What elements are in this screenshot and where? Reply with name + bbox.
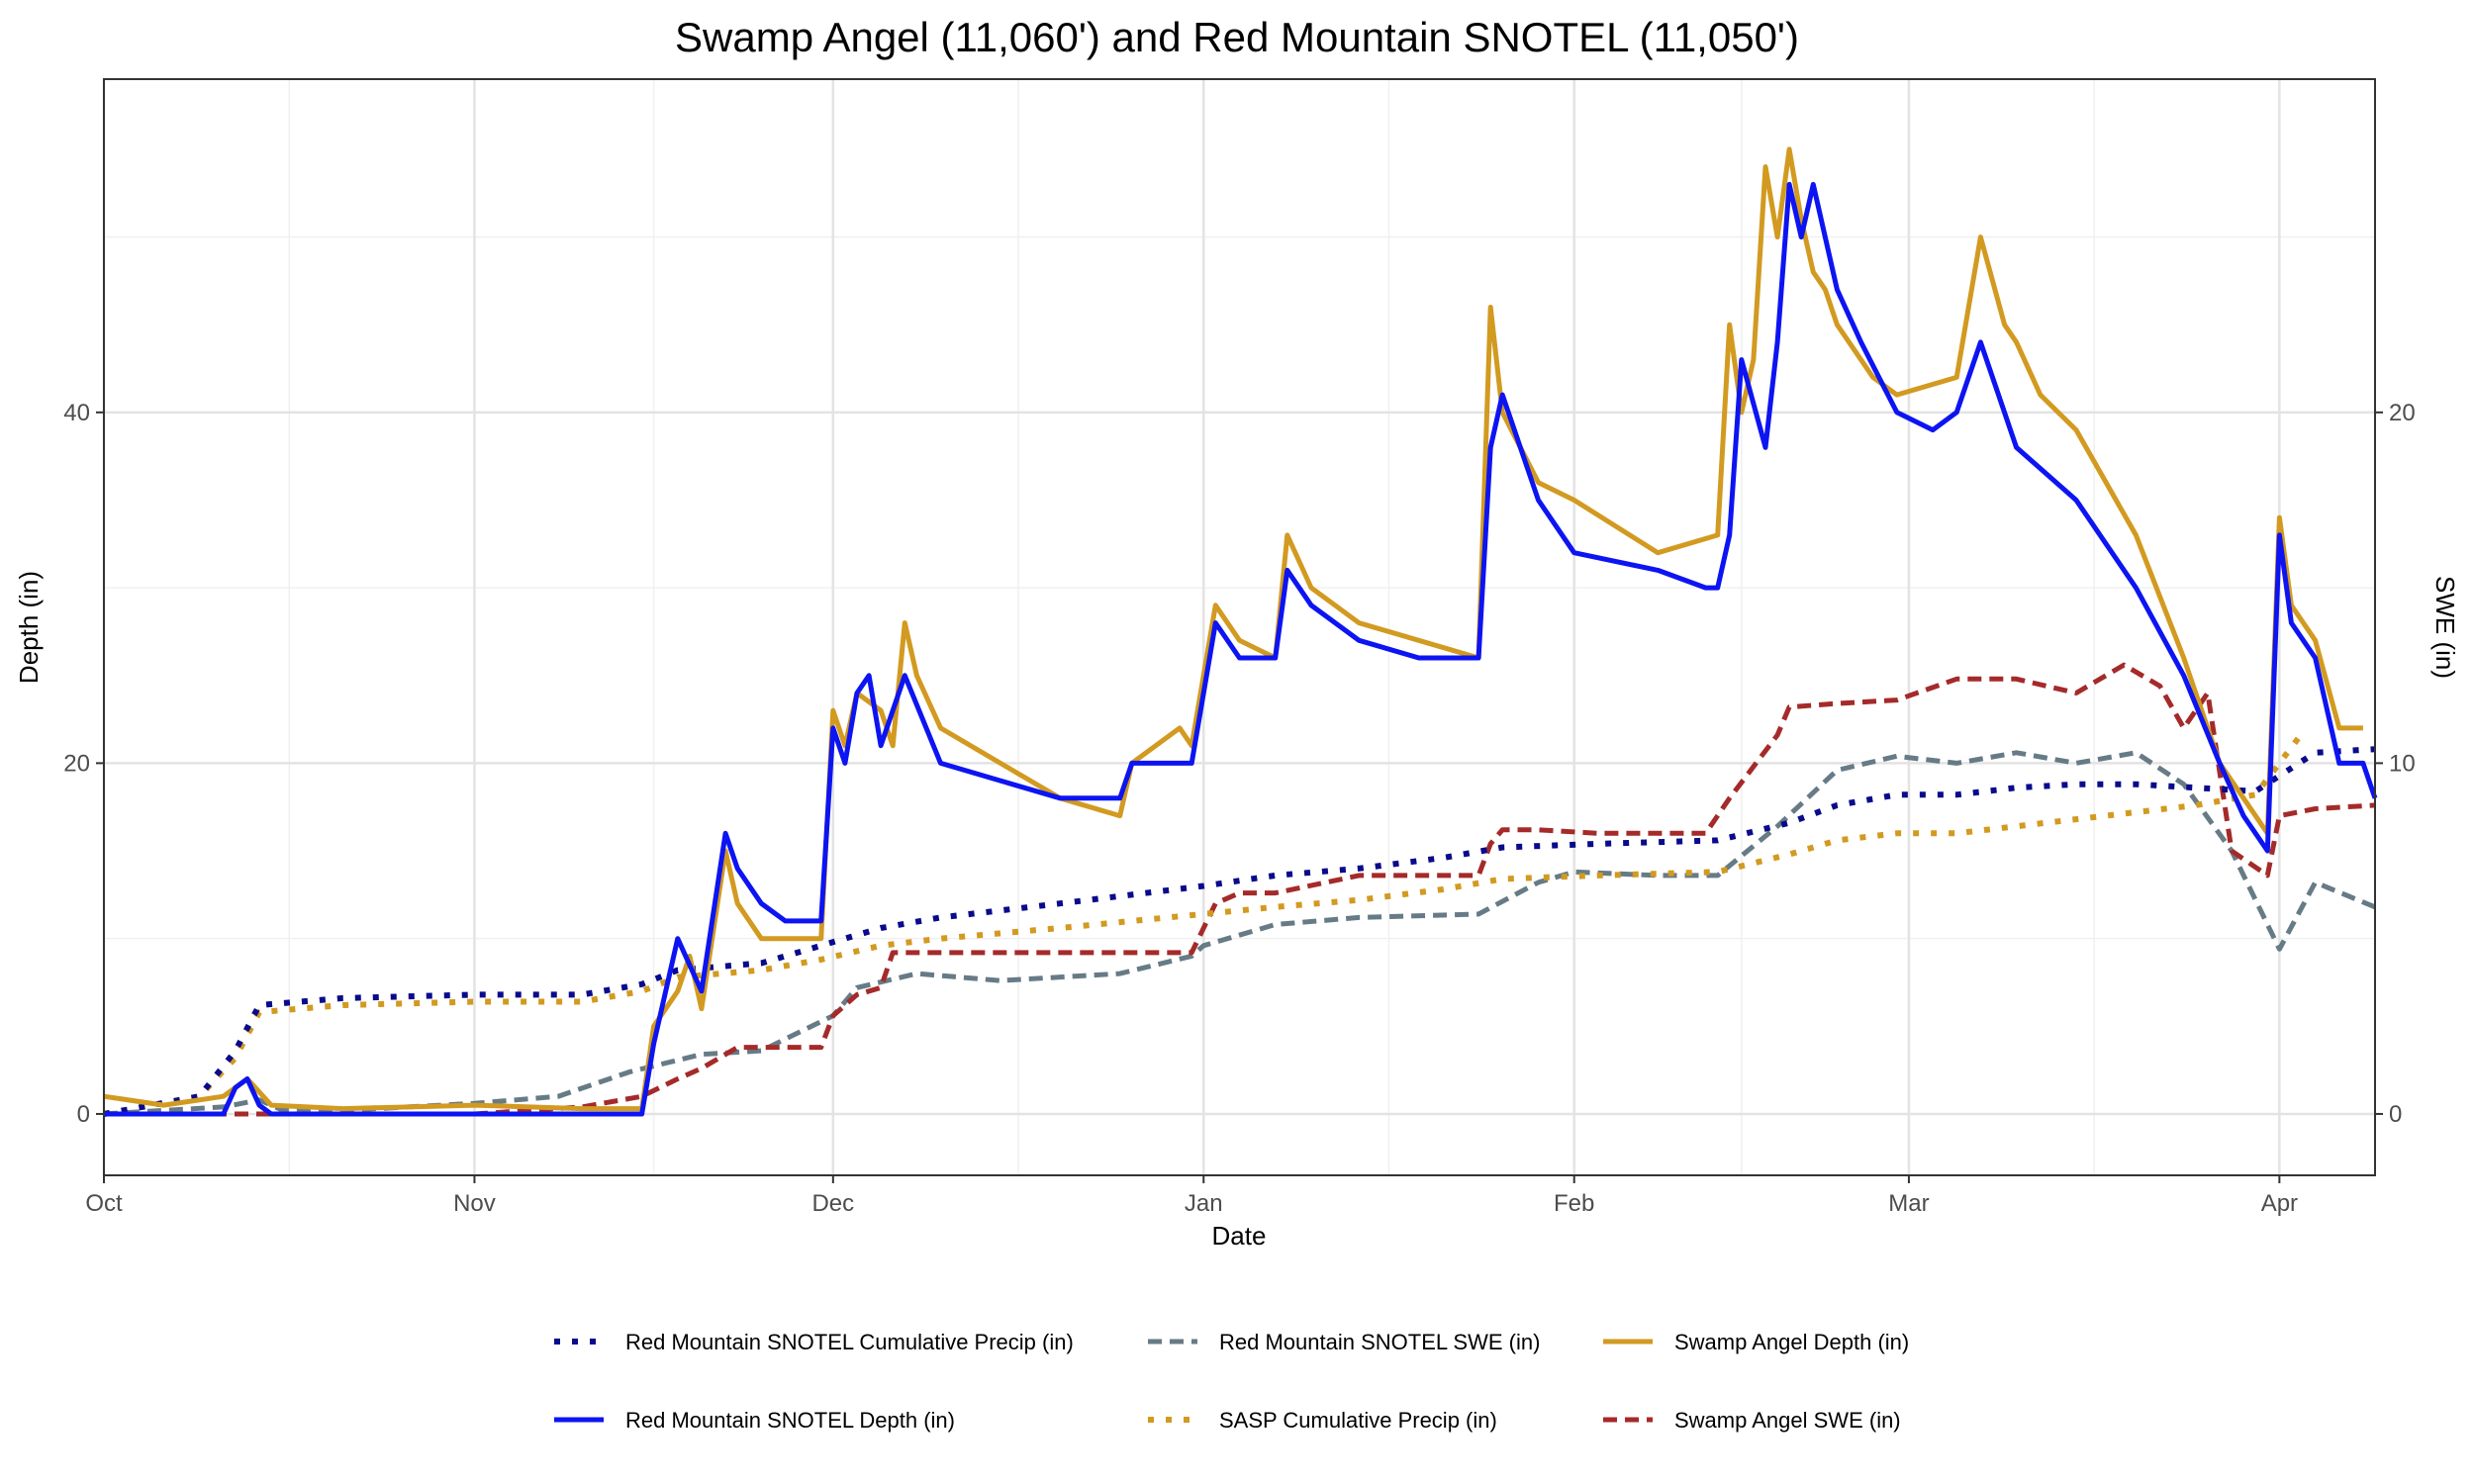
panel-border: [103, 78, 2376, 1176]
legend: Red Mountain SNOTEL Cumulative Precip (i…: [554, 1330, 1909, 1433]
y2-tick-label: 20: [2389, 400, 2416, 426]
y-tick-label: 0: [77, 1101, 90, 1128]
x-tick-label: Mar: [1888, 1190, 1929, 1217]
x-tick-label: Apr: [2261, 1190, 2298, 1217]
x-tick-label: Feb: [1554, 1190, 1594, 1217]
y2-tick-label: 0: [2389, 1101, 2402, 1128]
y-tick-label: 20: [63, 750, 90, 777]
x-tick-label: Jan: [1185, 1190, 1223, 1217]
series-line: [103, 750, 2376, 1117]
legend-label: Red Mountain SNOTEL Depth (in): [625, 1408, 955, 1433]
series-layer: [103, 146, 2378, 1117]
series-line: [104, 662, 2376, 1117]
y-axis-title: Depth (in): [14, 571, 44, 684]
legend-label: Red Mountain SNOTEL SWE (in): [1219, 1330, 1540, 1354]
legend-label: Swamp Angel SWE (in): [1674, 1408, 1901, 1433]
x-axis-title: Date: [1212, 1221, 1267, 1251]
series-line: [104, 181, 2378, 1117]
y-tick-label: 40: [63, 400, 90, 426]
axes: Oct Nov Dec Jan Feb Mar Apr 0 20 40 0 10 20: [63, 400, 2415, 1217]
x-tick-label: Nov: [453, 1190, 496, 1217]
grid: [102, 79, 2375, 1175]
y2-tick-label: 10: [2389, 750, 2416, 777]
chart-title: Swamp Angel (11,060') and Red Mountain S…: [675, 14, 1799, 60]
legend-label: Red Mountain SNOTEL Cumulative Precip (i…: [625, 1330, 1074, 1354]
y2-axis-title: SWE (in): [2430, 576, 2460, 679]
legend-label: SASP Cumulative Precip (in): [1219, 1408, 1497, 1433]
legend-label: Swamp Angel Depth (in): [1674, 1330, 1909, 1354]
x-tick-label: Oct: [85, 1190, 123, 1217]
series-line: [103, 746, 2376, 1117]
x-tick-label: Dec: [811, 1190, 854, 1217]
series-line: [103, 146, 2363, 1112]
